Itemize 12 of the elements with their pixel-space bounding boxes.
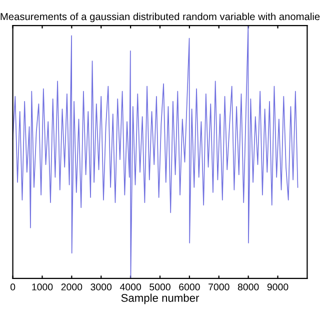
- x-tick-label: 2000: [61, 284, 82, 290]
- x-axis-title: Sample number: [121, 294, 200, 304]
- x-tick-label: 7000: [208, 284, 230, 290]
- x-tick-label: 0: [10, 284, 16, 290]
- x-tick-label: 1000: [32, 284, 53, 290]
- x-tick-label: 3000: [90, 284, 112, 290]
- x-tick-label: 4000: [120, 284, 141, 290]
- chart-title: Measurements of a gaussian distributed random variable with anomalie: [0, 12, 320, 22]
- x-tick-label: 6000: [179, 284, 200, 290]
- x-tick-label: 9000: [267, 284, 288, 290]
- x-tick-label: 5000: [150, 284, 170, 290]
- x-tick-label: 8000: [238, 284, 259, 290]
